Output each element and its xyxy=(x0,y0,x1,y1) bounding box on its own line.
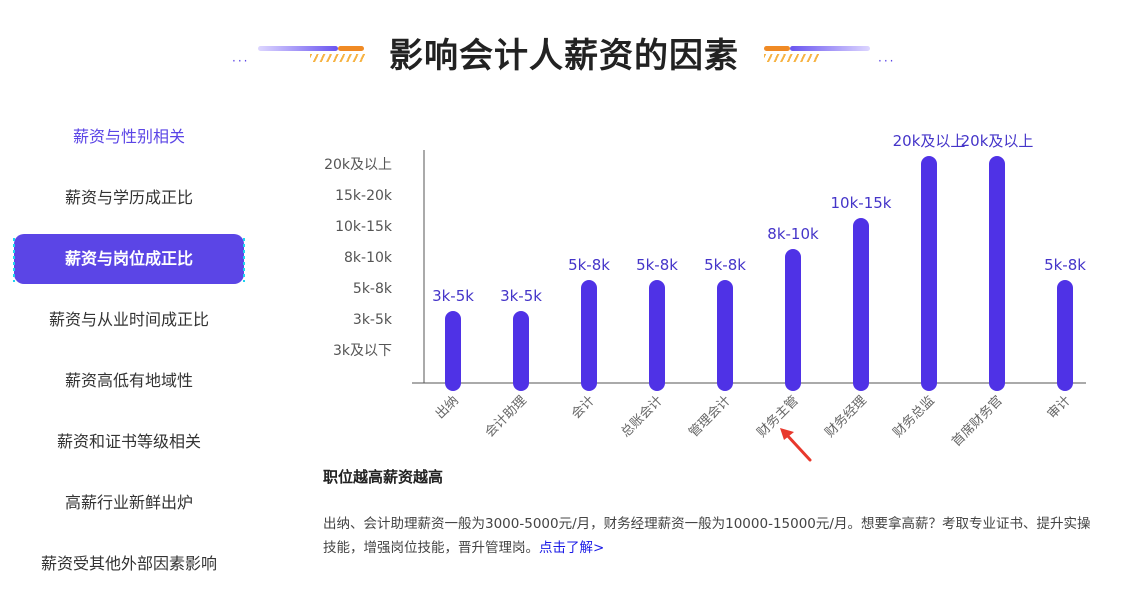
bar xyxy=(853,218,869,391)
y-tick-label: 3k及以下 xyxy=(333,343,392,359)
y-tick-label: 8k-10k xyxy=(344,250,393,266)
title-decoration-left: ··· xyxy=(232,44,366,68)
y-tick-label: 15k-20k xyxy=(335,188,393,204)
bar xyxy=(785,249,801,391)
x-tick-label: 会计助理 xyxy=(482,393,529,440)
x-tick-label: 总账会计 xyxy=(618,393,665,440)
bar-value-label: 3k-5k xyxy=(500,287,542,305)
sidebar-item-position[interactable]: 薪资与岗位成正比 xyxy=(13,234,245,284)
arrow-pointer-icon xyxy=(780,428,812,462)
bar-value-label: 3k-5k xyxy=(432,287,474,305)
section-description: 出纳、会计助理薪资一般为3000-5000元/月，财务经理薪资一般为10000-… xyxy=(323,512,1093,560)
dots-icon: ··· xyxy=(878,54,896,68)
page-title: 影响会计人薪资的因素 xyxy=(389,36,739,76)
bar-value-label: 20k及以上 xyxy=(893,132,966,150)
decor-bar xyxy=(790,46,870,51)
learn-more-link[interactable]: 点击了解> xyxy=(539,540,605,556)
x-axis-ticks: 出纳 会计助理 会计 总账会计 管理会计 财务主管 财务经理 财务总监 首席财务官 审计 xyxy=(433,393,1074,450)
bar xyxy=(581,280,597,391)
decor-stripes xyxy=(764,54,820,62)
x-tick-label: 会计 xyxy=(569,393,598,422)
bar-value-label: 8k-10k xyxy=(767,225,819,243)
bar xyxy=(921,156,937,391)
bar-value-label: 5k-8k xyxy=(1044,256,1086,274)
bar xyxy=(513,311,529,391)
description-text: 出纳、会计助理薪资一般为3000-5000元/月，财务经理薪资一般为10000-… xyxy=(323,516,1091,556)
decor-stripes xyxy=(310,54,366,62)
salary-bar-chart: 3k及以下 3k-5k 5k-8k 8k-10k 10k-15k 15k-20k 20k及以… xyxy=(324,132,1086,450)
sidebar-item-label: 薪资与岗位成正比 xyxy=(64,249,193,268)
title-row: ··· 影响会计人薪资的因素 ··· xyxy=(0,0,1133,100)
y-tick-label: 20k及以上 xyxy=(324,157,392,173)
bar-value-label: 10k-15k xyxy=(831,194,892,212)
bar xyxy=(445,311,461,391)
section-title: 职位越高薪资越高 xyxy=(323,468,444,486)
sidebar-item-external[interactable]: 薪资受其他外部因素影响 xyxy=(40,554,217,573)
sidebar-item-education[interactable]: 薪资与学历成正比 xyxy=(64,188,193,207)
sidebar-item-experience[interactable]: 薪资与从业时间成正比 xyxy=(48,310,209,329)
decor-bar-accent xyxy=(338,46,364,51)
x-tick-label: 审计 xyxy=(1045,393,1074,422)
bar xyxy=(717,280,733,391)
x-tick-label: 首席财务官 xyxy=(949,393,1006,450)
x-tick-label: 财务总监 xyxy=(890,393,938,441)
active-edge-left xyxy=(13,238,15,282)
sidebar-item-industry[interactable]: 高薪行业新鲜出炉 xyxy=(64,493,193,512)
bars xyxy=(445,156,1073,391)
x-tick-label: 财务经理 xyxy=(822,393,870,441)
bar-value-label: 5k-8k xyxy=(568,256,610,274)
title-decoration-right: ··· xyxy=(764,44,893,68)
sidebar-item-gender[interactable]: 薪资与性别相关 xyxy=(72,127,185,146)
sidebar-item-certificate[interactable]: 薪资和证书等级相关 xyxy=(56,432,201,451)
y-tick-label: 3k-5k xyxy=(353,312,393,328)
bar xyxy=(989,156,1005,391)
sidebar-item-region[interactable]: 薪资高低有地域性 xyxy=(64,371,193,390)
x-tick-label: 出纳 xyxy=(433,393,462,422)
decor-bar-accent xyxy=(764,46,790,51)
y-axis-ticks: 3k及以下 3k-5k 5k-8k 8k-10k 10k-15k 15k-20k 20k及以… xyxy=(324,157,393,359)
x-tick-label: 管理会计 xyxy=(686,393,733,440)
active-edge-right xyxy=(243,238,245,282)
data-labels: 3k-5k 3k-5k 5k-8k 5k-8k 5k-8k 8k-10k 10k-15k 20… xyxy=(432,132,1086,305)
dots-icon: ··· xyxy=(232,54,250,68)
y-tick-label: 5k-8k xyxy=(353,281,393,297)
bar-value-label: 20k及以上 xyxy=(961,132,1034,150)
bar xyxy=(649,280,665,391)
bar xyxy=(1057,280,1073,391)
decor-bar xyxy=(258,46,338,51)
y-tick-label: 10k-15k xyxy=(335,219,393,235)
bar-value-label: 5k-8k xyxy=(704,256,746,274)
bar-value-label: 5k-8k xyxy=(636,256,678,274)
